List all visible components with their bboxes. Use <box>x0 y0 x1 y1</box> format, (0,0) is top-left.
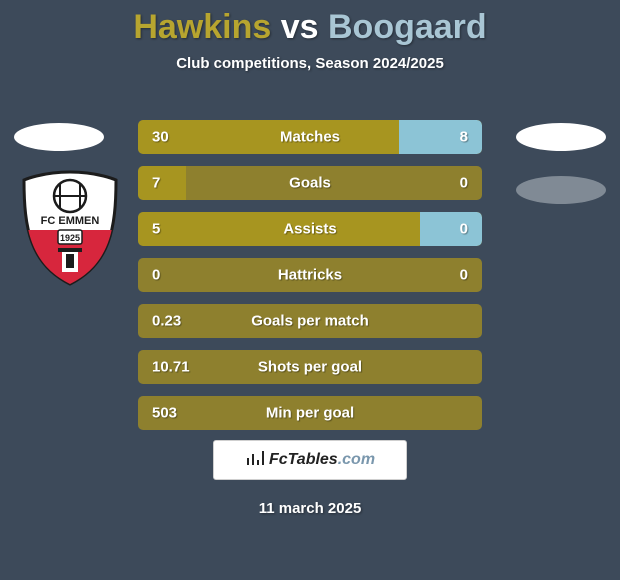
shadow-blob-top-left <box>14 123 104 151</box>
player-right-name: Boogaard <box>328 8 487 46</box>
fctables-badge[interactable]: FcTables.com <box>213 440 407 480</box>
stat-row: 5 0 Assists <box>138 212 482 246</box>
stat-label: Min per goal <box>266 405 354 422</box>
stat-fill-left <box>138 166 186 200</box>
stat-value-left: 10.71 <box>152 359 190 376</box>
vs-separator: vs <box>281 8 319 46</box>
chart-icon <box>245 448 265 473</box>
club-crest: FC EMMEN 1925 <box>18 168 122 286</box>
crest-text: FC EMMEN <box>41 215 100 227</box>
badge-text: FcTables.com <box>269 451 375 469</box>
stat-row: 0.23 Goals per match <box>138 304 482 338</box>
stat-value-left: 0 <box>152 267 160 284</box>
stat-fill-right <box>420 212 482 246</box>
shadow-blob-top-right <box>516 123 606 151</box>
stat-value-left: 5 <box>152 221 160 238</box>
stat-row: 30 8 Matches <box>138 120 482 154</box>
stat-label: Shots per goal <box>258 359 362 376</box>
stat-label: Assists <box>283 221 336 238</box>
stat-row: 7 0 Goals <box>138 166 482 200</box>
stat-fill-left <box>138 212 420 246</box>
stat-value-right: 8 <box>460 129 468 146</box>
stat-row: 503 Min per goal <box>138 396 482 430</box>
stat-label: Goals per match <box>251 313 369 330</box>
stat-value-right: 0 <box>460 221 468 238</box>
shadow-blob-bottom-right <box>516 176 606 204</box>
stat-value-left: 0.23 <box>152 313 181 330</box>
stat-label: Hattricks <box>278 267 342 284</box>
stat-row: 10.71 Shots per goal <box>138 350 482 384</box>
stat-value-left: 503 <box>152 405 177 422</box>
update-date: 11 march 2025 <box>0 500 620 517</box>
page-title: Hawkins vs Boogaard <box>0 0 620 47</box>
stat-value-left: 30 <box>152 129 169 146</box>
stat-label: Matches <box>280 129 340 146</box>
stat-value-left: 7 <box>152 175 160 192</box>
stat-value-right: 0 <box>460 175 468 192</box>
crest-year: 1925 <box>60 233 80 243</box>
player-left-name: Hawkins <box>133 8 271 46</box>
stat-fill-right <box>399 120 482 154</box>
stat-value-right: 0 <box>460 267 468 284</box>
stat-label: Goals <box>289 175 331 192</box>
stat-fill-left <box>138 120 399 154</box>
stat-row: 0 0 Hattricks <box>138 258 482 292</box>
comparison-bars: 30 8 Matches 7 0 Goals 5 0 Assists 0 0 Hattricks 0.2… <box>138 120 482 442</box>
subtitle: Club competitions, Season 2024/2025 <box>0 55 620 72</box>
